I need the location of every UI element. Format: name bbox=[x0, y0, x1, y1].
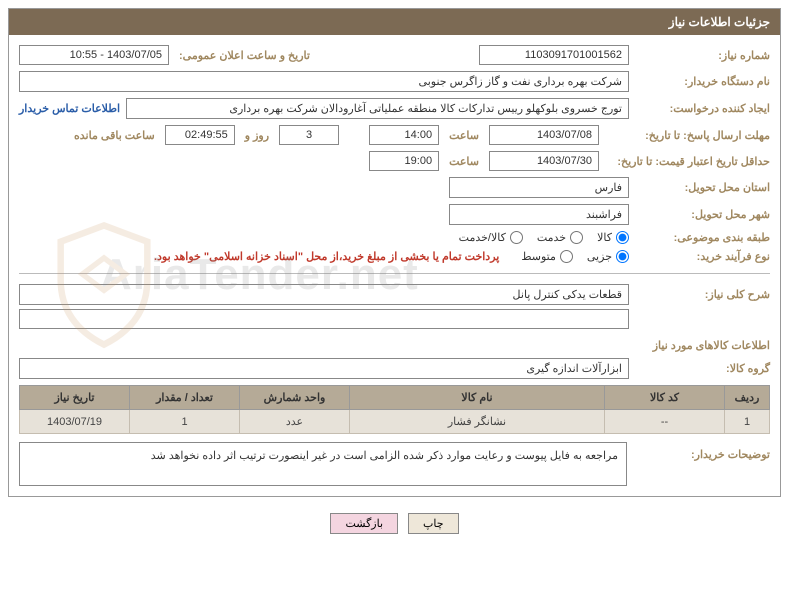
radio-partial[interactable]: جزیی bbox=[587, 250, 629, 263]
label-day-and: روز و bbox=[241, 129, 273, 142]
label-province: استان محل تحویل: bbox=[635, 181, 770, 194]
row-category: طبقه بندی موضوعی: کالا خدمت کالا/خدمت bbox=[19, 231, 770, 244]
label-purchase-type: نوع فرآیند خرید: bbox=[635, 250, 770, 263]
radio-goods-label: کالا bbox=[597, 231, 612, 244]
radio-service-label: خدمت bbox=[537, 231, 566, 244]
value-days: 3 bbox=[279, 125, 339, 145]
row-purchase-type: نوع فرآیند خرید: جزیی متوسط پرداخت تمام … bbox=[19, 250, 770, 263]
action-bar: چاپ بازگشت bbox=[0, 505, 789, 542]
radio-partial-input[interactable] bbox=[616, 250, 629, 263]
row-need-no: شماره نیاز: 1103091701001562 تاریخ و ساع… bbox=[19, 45, 770, 65]
purchase-type-radio-group: جزیی متوسط bbox=[521, 250, 629, 263]
th-name: نام کالا bbox=[350, 386, 605, 410]
value-remaining-time: 02:49:55 bbox=[165, 125, 235, 145]
label-goods-group: گروه کالا: bbox=[635, 362, 770, 375]
td-row: 1 bbox=[725, 410, 770, 434]
divider-1 bbox=[19, 273, 770, 274]
row-goods-group: گروه کالا: ابزارآلات اندازه گیری bbox=[19, 358, 770, 379]
label-buyer-notes: توضیحات خریدار: bbox=[635, 442, 770, 461]
label-hour-1: ساعت bbox=[445, 129, 483, 142]
radio-goods-input[interactable] bbox=[616, 231, 629, 244]
th-unit: واحد شمارش bbox=[240, 386, 350, 410]
radio-goods[interactable]: کالا bbox=[597, 231, 629, 244]
label-remaining: ساعت باقی مانده bbox=[70, 129, 159, 142]
radio-medium-label: متوسط bbox=[521, 250, 556, 263]
label-announce: تاریخ و ساعت اعلان عمومی: bbox=[175, 49, 314, 62]
label-validity: حداقل تاریخ اعتبار قیمت: تا تاریخ: bbox=[605, 155, 770, 168]
value-need-no: 1103091701001562 bbox=[479, 45, 629, 65]
value-buyer-org: شرکت بهره برداری نفت و گاز زاگرس جنوبی bbox=[19, 71, 629, 92]
value-announce: 1403/07/05 - 10:55 bbox=[19, 45, 169, 65]
section-goods-info: اطلاعات کالاهای مورد نیاز bbox=[19, 339, 770, 352]
radio-medium-input[interactable] bbox=[560, 250, 573, 263]
label-requester: ایجاد کننده درخواست: bbox=[635, 102, 770, 115]
label-deadline: مهلت ارسال پاسخ: تا تاریخ: bbox=[605, 129, 770, 142]
radio-goods-service[interactable]: کالا/خدمت bbox=[459, 231, 523, 244]
label-buyer-org: نام دستگاه خریدار: bbox=[635, 75, 770, 88]
th-date: تاریخ نیاز bbox=[20, 386, 130, 410]
radio-goods-service-label: کالا/خدمت bbox=[459, 231, 506, 244]
label-category: طبقه بندی موضوعی: bbox=[635, 231, 770, 244]
category-radio-group: کالا خدمت کالا/خدمت bbox=[459, 231, 629, 244]
details-panel: جزئیات اطلاعات نیاز شماره نیاز: 11030917… bbox=[8, 8, 781, 497]
radio-goods-service-input[interactable] bbox=[510, 231, 523, 244]
label-need-desc: شرح کلی نیاز: bbox=[635, 284, 770, 301]
row-buyer-notes: توضیحات خریدار: مراجعه به فایل پیوست و ر… bbox=[19, 442, 770, 486]
td-qty: 1 bbox=[130, 410, 240, 434]
panel-title: جزئیات اطلاعات نیاز bbox=[669, 15, 770, 29]
row-requester: ایجاد کننده درخواست: تورج خسروی بلوکهلو … bbox=[19, 98, 770, 119]
value-need-desc-1: قطعات یدکی کنترل پانل bbox=[19, 284, 629, 305]
value-need-desc-2 bbox=[19, 309, 629, 329]
td-date: 1403/07/19 bbox=[20, 410, 130, 434]
payment-note: پرداخت تمام یا بخشی از مبلغ خرید،از محل … bbox=[154, 250, 499, 263]
print-button[interactable]: چاپ bbox=[408, 513, 459, 534]
label-need-no: شماره نیاز: bbox=[635, 49, 770, 62]
th-qty: تعداد / مقدار bbox=[130, 386, 240, 410]
table-header-row: ردیف کد کالا نام کالا واحد شمارش تعداد /… bbox=[20, 386, 770, 410]
radio-medium[interactable]: متوسط bbox=[521, 250, 573, 263]
back-button[interactable]: بازگشت bbox=[330, 513, 398, 534]
row-need-desc: شرح کلی نیاز: قطعات یدکی کنترل پانل bbox=[19, 284, 770, 329]
label-hour-2: ساعت bbox=[445, 155, 483, 168]
radio-partial-label: جزیی bbox=[587, 250, 612, 263]
th-code: کد کالا bbox=[605, 386, 725, 410]
radio-service-input[interactable] bbox=[570, 231, 583, 244]
goods-table: ردیف کد کالا نام کالا واحد شمارش تعداد /… bbox=[19, 385, 770, 434]
th-row: ردیف bbox=[725, 386, 770, 410]
panel-header: جزئیات اطلاعات نیاز bbox=[9, 9, 780, 35]
table-row: 1 -- نشانگر فشار عدد 1 1403/07/19 bbox=[20, 410, 770, 434]
row-city: شهر محل تحویل: فراشبند bbox=[19, 204, 770, 225]
td-code: -- bbox=[605, 410, 725, 434]
row-buyer-org: نام دستگاه خریدار: شرکت بهره برداری نفت … bbox=[19, 71, 770, 92]
value-city: فراشبند bbox=[449, 204, 629, 225]
value-validity-date: 1403/07/30 bbox=[489, 151, 599, 171]
value-province: فارس bbox=[449, 177, 629, 198]
value-requester: تورج خسروی بلوکهلو رییس تدارکات کالا منط… bbox=[126, 98, 629, 119]
row-deadline: مهلت ارسال پاسخ: تا تاریخ: 1403/07/08 سا… bbox=[19, 125, 770, 145]
value-goods-group: ابزارآلات اندازه گیری bbox=[19, 358, 629, 379]
row-province: استان محل تحویل: فارس bbox=[19, 177, 770, 198]
value-deadline-date: 1403/07/08 bbox=[489, 125, 599, 145]
panel-body: شماره نیاز: 1103091701001562 تاریخ و ساع… bbox=[9, 35, 780, 496]
row-validity: حداقل تاریخ اعتبار قیمت: تا تاریخ: 1403/… bbox=[19, 151, 770, 171]
buyer-contact-link[interactable]: اطلاعات تماس خریدار bbox=[19, 102, 120, 115]
value-validity-hour: 19:00 bbox=[369, 151, 439, 171]
value-deadline-hour: 14:00 bbox=[369, 125, 439, 145]
value-buyer-notes: مراجعه به فایل پیوست و رعایت موارد ذکر ش… bbox=[19, 442, 627, 486]
td-unit: عدد bbox=[240, 410, 350, 434]
label-city: شهر محل تحویل: bbox=[635, 208, 770, 221]
td-name: نشانگر فشار bbox=[350, 410, 605, 434]
radio-service[interactable]: خدمت bbox=[537, 231, 583, 244]
